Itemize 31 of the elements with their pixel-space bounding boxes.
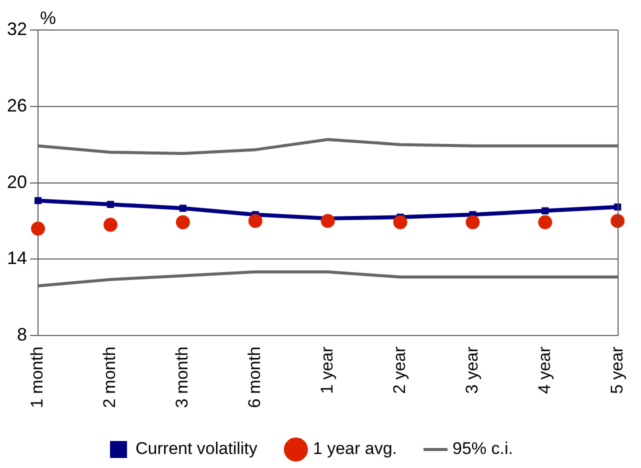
legend-label: 1 year avg. — [312, 439, 398, 458]
x-tick-label: 2 month — [100, 346, 120, 408]
point — [31, 222, 46, 236]
y-tick-label: 32 — [6, 18, 28, 39]
x-tick-label: 2 year — [390, 346, 409, 394]
y-tick-label: 8 — [17, 324, 28, 345]
point — [103, 218, 118, 232]
point — [176, 215, 190, 230]
x-tick-label: 5 year — [607, 346, 626, 394]
point — [106, 200, 114, 208]
point — [542, 207, 549, 214]
point — [34, 197, 42, 204]
point — [538, 215, 552, 230]
point — [248, 214, 262, 228]
point — [610, 214, 625, 228]
x-tick-label: 1 month — [28, 346, 47, 408]
y-tick-label: 14 — [6, 248, 28, 268]
legend-label: Current volatility — [136, 439, 258, 458]
x-tick-label: 3 year — [462, 346, 482, 394]
point — [466, 215, 480, 230]
point — [179, 204, 186, 212]
legend-label: 95% c.i. — [452, 439, 513, 458]
x-tick-label: 6 month — [245, 346, 264, 408]
y-tick-label: 20 — [6, 172, 28, 192]
x-tick-label: 1 year — [318, 346, 336, 394]
point — [393, 215, 408, 230]
x-tick-label: 4 year — [534, 346, 554, 394]
x-tick-label: 3 month — [172, 346, 192, 408]
y-axis-title: % — [40, 8, 56, 28]
point — [320, 214, 335, 228]
y-tick-label: 26 — [6, 95, 28, 116]
